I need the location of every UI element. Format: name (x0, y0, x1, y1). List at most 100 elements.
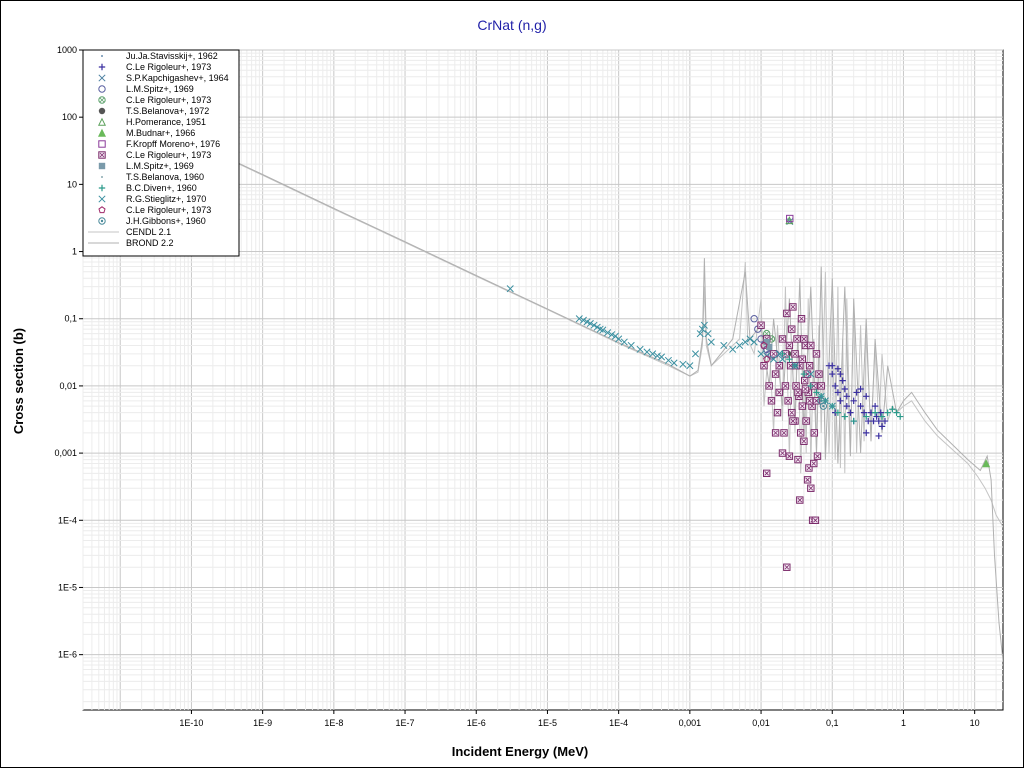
data-point (649, 350, 657, 358)
x-tick-label: 0,01 (752, 718, 770, 728)
y-tick-label: 1000 (57, 45, 77, 55)
data-point (819, 402, 828, 410)
data-point (798, 355, 807, 363)
legend-marker (98, 140, 106, 148)
legend-entry: C.Le Rigoleur+, 1973 (98, 95, 211, 105)
legend-label: T.S.Belanova+, 1972 (126, 106, 209, 116)
data-point (792, 382, 800, 390)
data-point (698, 325, 706, 333)
data-point (834, 389, 842, 396)
data-point (805, 397, 814, 405)
data-point (794, 388, 802, 397)
legend-marker (98, 85, 106, 93)
data-point (832, 382, 839, 390)
y-tick-label: 100 (62, 112, 77, 122)
data-point (781, 382, 790, 390)
series-8 (982, 459, 991, 468)
legend-label: C.Le Rigoleur+, 1973 (126, 95, 211, 105)
series-7 (785, 216, 794, 225)
data-point (746, 335, 754, 343)
data-point (700, 321, 708, 329)
data-point (750, 338, 758, 346)
data-point (765, 343, 773, 351)
data-point (770, 355, 778, 363)
data-point (575, 315, 583, 323)
legend-marker (98, 184, 106, 192)
data-point (863, 429, 870, 437)
y-tick-label: 1E-4 (58, 515, 77, 525)
data-point (720, 341, 728, 350)
legend-entry: C.Le Rigoleur+, 1973 (98, 205, 211, 215)
series-16 (817, 397, 828, 410)
legend-label: R.G.Stieglitz+, 1970 (126, 194, 206, 204)
legend-marker (98, 74, 106, 82)
data-point (841, 413, 848, 420)
legend-marker (101, 55, 103, 57)
data-point (877, 409, 884, 416)
data-point (812, 350, 821, 358)
legend-box (82, 49, 240, 257)
data-point (785, 452, 794, 460)
data-point (741, 338, 749, 346)
data-point (506, 285, 514, 293)
data-point (811, 516, 820, 524)
data-point (762, 469, 771, 478)
data-point (871, 409, 879, 416)
chart-title: CrNat (n,g) (477, 17, 546, 33)
data-point (800, 370, 808, 378)
legend-marker (98, 217, 106, 225)
data-point (837, 370, 844, 378)
legend-marker (98, 195, 106, 203)
data-point (803, 476, 812, 484)
x-tick-label: 1E-5 (538, 718, 557, 728)
data-point (704, 330, 712, 338)
data-point (829, 362, 836, 369)
legend-label: CENDL 2.1 (126, 227, 171, 237)
legend-entry: C.Le Rigoleur+, 1973 (98, 62, 211, 72)
legend-entry: BROND 2.2 (88, 238, 174, 248)
data-point (843, 393, 850, 400)
data-point (775, 361, 783, 370)
data-point (789, 417, 797, 425)
data-point (791, 362, 799, 370)
data-point (586, 319, 594, 328)
data-point (828, 402, 836, 410)
legend-entry: H.Pomerance, 1951 (97, 117, 206, 127)
x-tick-label: 0,1 (826, 718, 839, 728)
legend-marker (98, 107, 106, 115)
legend-label: M.Budnar+, 1966 (126, 128, 195, 138)
legend-label: F.Kropff Moreno+, 1976 (126, 139, 220, 149)
legend-label: B.C.Diven+, 1960 (126, 183, 197, 193)
data-points (506, 214, 991, 571)
x-tick-label: 1E-9 (253, 718, 272, 728)
data-point (760, 361, 768, 370)
y-axis-ticks: 1000 100 10 1 0,1 0,01 0,001 1E-4 1E-5 1E-6 (54, 45, 83, 660)
data-point (801, 385, 810, 393)
data-point (608, 331, 616, 339)
data-point (853, 389, 860, 396)
x-tick-label: 1E-6 (467, 718, 486, 728)
data-point (815, 370, 823, 378)
x-tick-label: 1 (901, 718, 906, 728)
data-point (889, 406, 896, 413)
legend-label: BROND 2.2 (126, 238, 174, 248)
data-point (771, 370, 780, 378)
legend-entry: L.M.Spitz+, 1969 (98, 161, 194, 171)
data-point (805, 361, 814, 370)
data-point (897, 413, 904, 420)
data-point (786, 214, 794, 223)
data-point (807, 382, 815, 390)
data-point (834, 409, 842, 416)
x-tick-label: 10 (970, 718, 980, 728)
legend-entry: CENDL 2.1 (88, 227, 171, 237)
data-point (615, 335, 623, 343)
data-point (729, 345, 737, 353)
data-point (841, 385, 848, 393)
data-point (787, 354, 790, 357)
data-point (653, 352, 661, 360)
data-point (796, 429, 805, 437)
data-point (767, 397, 776, 405)
legend-label: T.S.Belanova, 1960 (126, 172, 204, 182)
data-point (807, 484, 815, 492)
